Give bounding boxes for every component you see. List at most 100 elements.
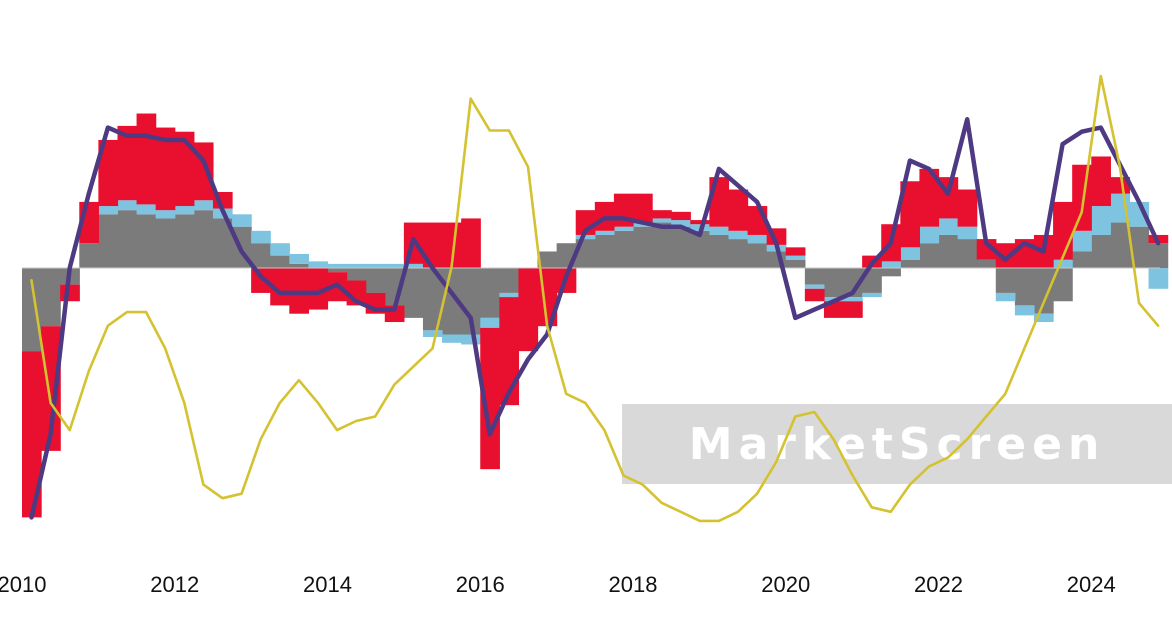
lightblue-bar <box>919 226 940 244</box>
gray-bar <box>403 268 424 318</box>
lightblue-bar <box>1033 313 1054 323</box>
red-bar <box>480 327 500 470</box>
lightblue-bar <box>881 261 901 268</box>
red-bar <box>308 268 329 310</box>
lightblue-bar <box>1053 259 1073 268</box>
gray-bar <box>251 243 271 268</box>
gray-component-bars <box>22 210 1169 352</box>
lightblue-bar <box>232 214 252 227</box>
lightblue-bar <box>594 230 615 235</box>
red-bar <box>900 181 921 248</box>
x-tick-label: 2018 <box>609 572 658 597</box>
x-tick-label: 2020 <box>761 572 810 597</box>
gray-bar <box>652 222 672 268</box>
lightblue-bar <box>98 206 119 215</box>
gray-bar <box>117 210 138 268</box>
red-bar <box>785 247 806 256</box>
gray-bar <box>1129 226 1150 268</box>
red-bar <box>804 288 825 302</box>
gray-bar <box>900 259 921 268</box>
indicator-line-series <box>30 74 1160 523</box>
watermark-background <box>622 404 1172 484</box>
gray-bar <box>346 268 367 281</box>
gray-bar <box>633 226 653 268</box>
lightblue-bar <box>193 200 214 211</box>
lightblue-bar <box>785 255 806 260</box>
gray-bar <box>690 230 710 268</box>
lightblue-bar <box>709 226 730 235</box>
gray-bar <box>594 234 615 268</box>
gray-bar <box>289 263 310 268</box>
red-bar <box>1110 177 1131 194</box>
x-axis-tick-labels: 2010 2012 2014 2016 2018 2020 2022 2024 <box>0 572 1116 597</box>
x-tick-label: 2014 <box>303 572 352 597</box>
gray-bar <box>22 268 42 352</box>
lightblue-bar <box>1091 206 1111 235</box>
red-bar <box>136 113 157 205</box>
red-bar <box>22 351 42 518</box>
gray-bar <box>843 268 863 298</box>
red-bar <box>117 125 138 201</box>
red-bar <box>1072 164 1092 231</box>
lightblue-bar <box>728 230 749 240</box>
red-bar <box>957 189 978 227</box>
gray-bar <box>79 243 99 268</box>
gray-bar <box>537 251 558 268</box>
gray-bar <box>1053 268 1073 302</box>
watermark: MarketScreen <box>622 404 1172 484</box>
lightblue-bar <box>671 220 691 227</box>
gray-bar <box>365 268 386 293</box>
lightblue-bar <box>480 317 500 328</box>
gray-bar <box>1110 222 1131 268</box>
red-bar <box>995 243 1016 268</box>
lightblue-bar <box>995 292 1016 302</box>
lightblue-bar <box>461 334 481 345</box>
gray-bar <box>136 214 157 268</box>
gray-bar <box>155 218 176 268</box>
lightblue-bar <box>174 206 195 215</box>
gray-bar <box>785 259 806 268</box>
red-bar <box>671 211 691 221</box>
lightblue-bar <box>499 292 520 298</box>
gray-bar <box>957 239 978 268</box>
red-bar <box>1053 201 1073 260</box>
x-tick-label: 2010 <box>0 572 46 597</box>
lightblue-bar <box>652 218 672 223</box>
red-bar <box>251 268 271 293</box>
lightblue-bar <box>308 261 329 268</box>
red-bar <box>652 210 672 219</box>
red-bar <box>442 222 462 268</box>
lightblue-bar <box>1072 230 1092 252</box>
red-bar <box>633 193 653 223</box>
x-tick-label: 2024 <box>1067 572 1116 597</box>
gray-bar <box>613 230 634 268</box>
red-bar <box>60 284 80 302</box>
lightblue-bar <box>346 263 367 268</box>
lightblue-bar <box>1148 268 1169 289</box>
lightblue-bar <box>938 218 959 235</box>
lightblue-bar <box>289 253 310 264</box>
red-bar <box>422 222 443 268</box>
gray-bar <box>1014 268 1035 306</box>
gray-bar <box>41 268 61 327</box>
lightblue-bar <box>957 226 978 240</box>
red-bar <box>843 301 863 318</box>
watermark-text: MarketScreen <box>689 419 1106 470</box>
red-bar <box>690 220 710 225</box>
gray-bar <box>709 234 730 268</box>
gray-bar <box>995 268 1016 293</box>
lightblue-bar <box>747 234 768 244</box>
x-tick-label: 2022 <box>914 572 963 597</box>
x-tick-label: 2012 <box>150 572 199 597</box>
gray-bar <box>919 243 940 268</box>
gray-bar <box>938 234 959 268</box>
red-bar <box>41 326 61 451</box>
red-bar <box>98 139 119 207</box>
lightblue-bar <box>365 263 386 268</box>
lightblue-bar <box>117 200 138 211</box>
red-bar <box>461 218 481 268</box>
lightblue-bar <box>136 204 157 215</box>
gray-bar <box>823 268 844 298</box>
lightblue-bar <box>900 247 921 260</box>
